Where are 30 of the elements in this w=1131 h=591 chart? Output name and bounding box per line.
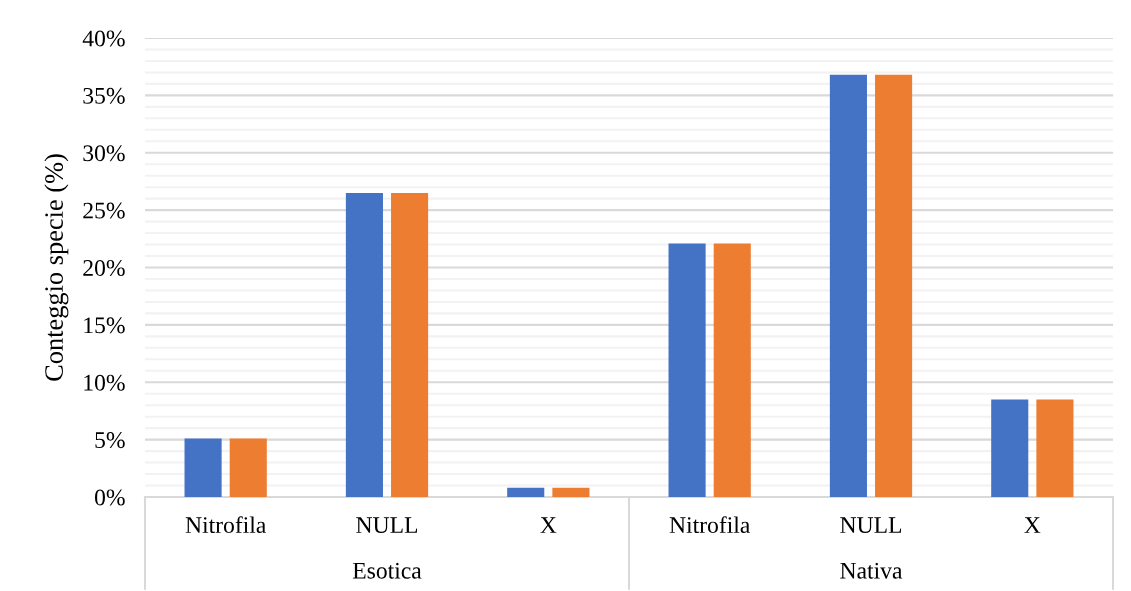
- y-tick-label: 5%: [95, 432, 125, 449]
- bar: [507, 487, 545, 497]
- y-tick-label: 15%: [84, 317, 125, 334]
- y-tick-label: 35%: [83, 87, 125, 104]
- x-tick-label: Nitrofila: [185, 516, 266, 534]
- bar: [829, 74, 867, 497]
- bar: [184, 438, 222, 497]
- x-tick-label: X: [1024, 517, 1041, 533]
- bar: [713, 243, 751, 497]
- y-tick-label: 40%: [82, 30, 125, 47]
- text: Nativa: [840, 562, 903, 579]
- bar: [345, 192, 383, 497]
- y-tick-label: 20%: [83, 259, 125, 276]
- bar: [668, 243, 706, 497]
- y-tick-label: 30%: [83, 145, 125, 162]
- bar: [1036, 399, 1074, 497]
- y-axis-title: Conteggio specie (%): [44, 154, 69, 381]
- y-tick-label: 0%: [94, 489, 125, 506]
- x-tick-label: NULL: [356, 517, 418, 534]
- y-tick-label: 10%: [84, 374, 125, 391]
- bar: [991, 399, 1029, 497]
- bar: [875, 74, 913, 497]
- bar: [229, 438, 267, 497]
- x-tick-label: X: [540, 517, 557, 533]
- x-tick-label: Nitrofila: [669, 516, 750, 534]
- bar: [391, 192, 429, 497]
- bar: [552, 487, 590, 497]
- y-tick-label: 25%: [83, 202, 125, 219]
- text: Esotica: [352, 562, 422, 579]
- x-tick-label: NULL: [840, 517, 902, 534]
